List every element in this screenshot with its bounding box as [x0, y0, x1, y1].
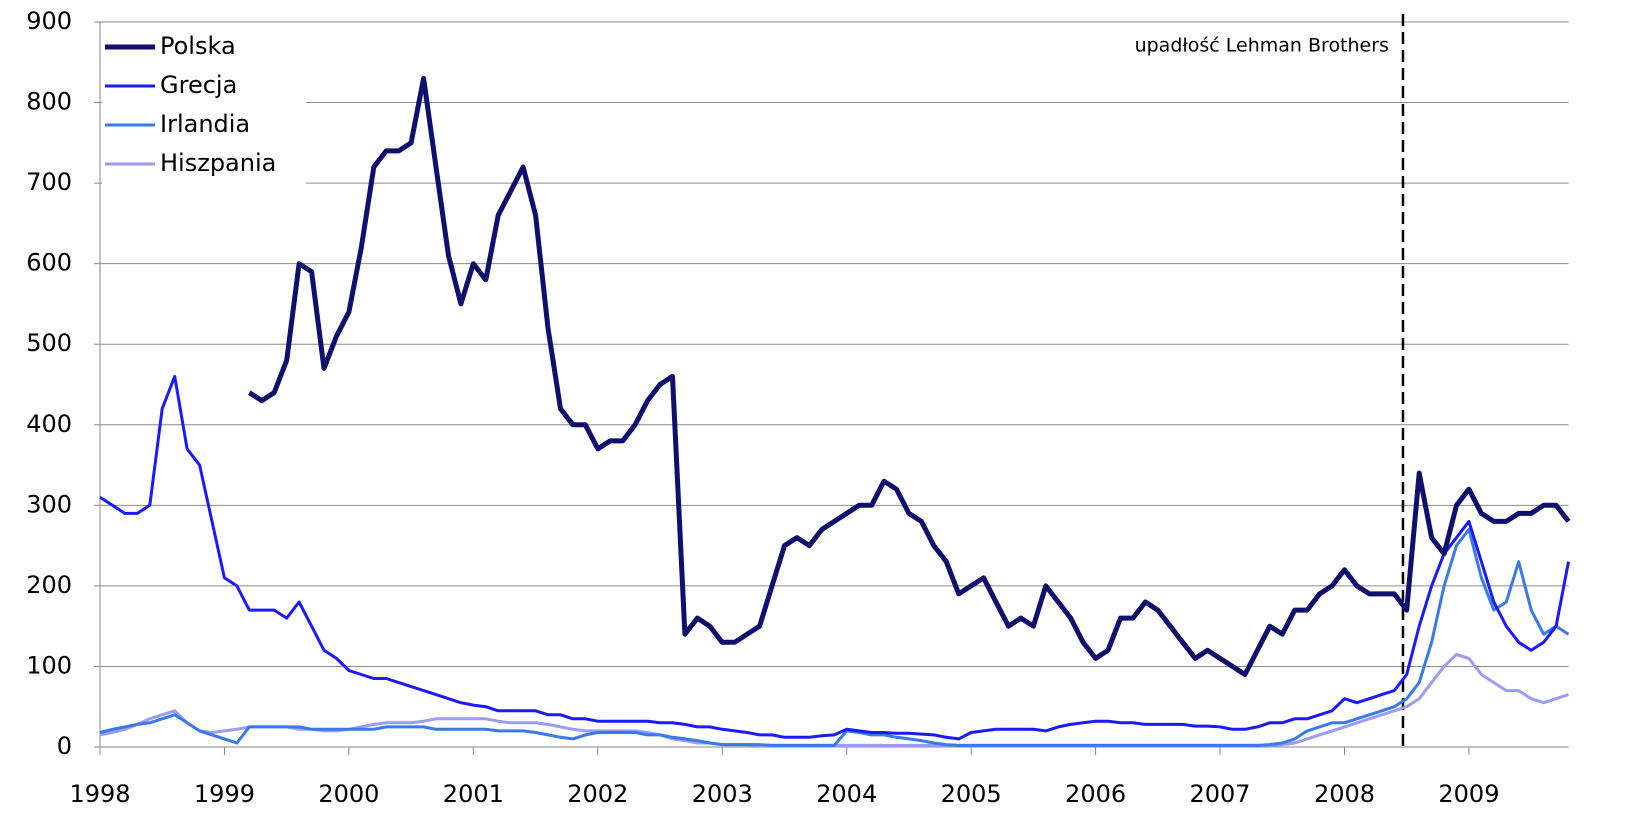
y-tick-label: 200: [26, 571, 72, 599]
y-tick-label: 100: [26, 651, 72, 679]
x-tick-label: 2001: [443, 780, 504, 808]
legend-label: Grecja: [160, 71, 237, 99]
y-tick-label: 400: [26, 410, 72, 438]
y-tick-label: 900: [26, 7, 72, 35]
legend-box: [102, 26, 306, 188]
x-tick-label: 2005: [941, 780, 1002, 808]
x-tick-label: 2007: [1190, 780, 1251, 808]
y-tick-label: 500: [26, 329, 72, 357]
y-tick-label: 600: [26, 249, 72, 277]
y-tick-label: 800: [26, 88, 72, 116]
x-tick-label: 2006: [1065, 780, 1126, 808]
x-tick-label: 1998: [69, 780, 130, 808]
legend-label: Polska: [160, 32, 236, 60]
y-tick-label: 0: [57, 732, 72, 760]
x-tick-label: 2009: [1438, 780, 1499, 808]
series-line: [99, 528, 1570, 747]
x-tick-label: 2000: [318, 780, 379, 808]
x-tick-label: 1999: [194, 780, 255, 808]
legend-label: Irlandia: [160, 110, 250, 138]
y-tick-label: 700: [26, 168, 72, 196]
legend-label: Hiszpania: [160, 149, 276, 177]
y-tick-label: 300: [26, 490, 72, 518]
x-tick-label: 2002: [567, 780, 628, 808]
annotation-text: upadłość Lehman Brothers: [1135, 35, 1389, 57]
series-line: [99, 374, 1570, 741]
x-tick-label: 2008: [1314, 780, 1375, 808]
x-tick-label: 2003: [692, 780, 753, 808]
series-line: [247, 75, 1571, 677]
x-tick-label: 2004: [816, 780, 877, 808]
